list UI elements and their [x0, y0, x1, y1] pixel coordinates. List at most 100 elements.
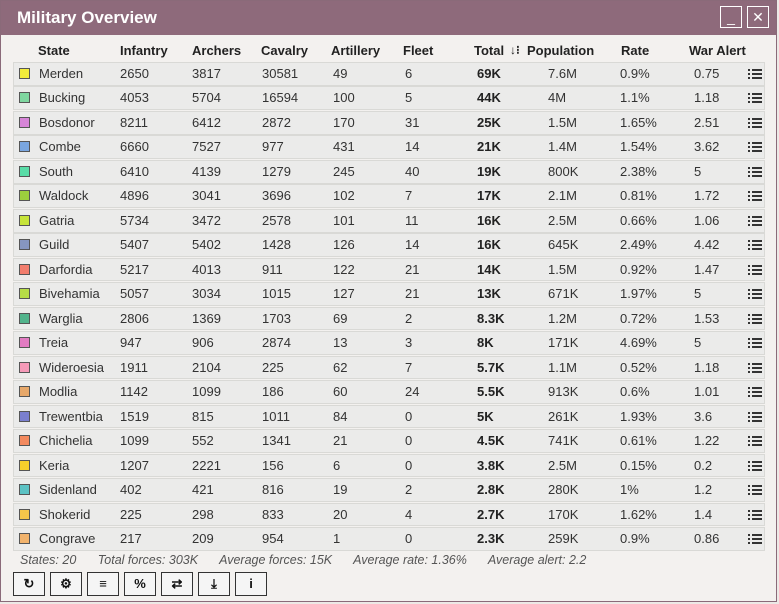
header-state[interactable]: State	[38, 43, 70, 58]
state-name[interactable]: Trewentbia	[39, 408, 103, 424]
gear-icon[interactable]: ⚙	[50, 572, 82, 596]
header-war-alert[interactable]: War Alert	[689, 43, 746, 58]
state-color-swatch[interactable]	[19, 239, 30, 251]
header-cavalry[interactable]: Cavalry	[261, 43, 308, 58]
table-row[interactable]: Treia 947 906 2874 13 3 8K 171K 4.69% 5	[13, 331, 765, 355]
close-button[interactable]: ✕	[747, 6, 769, 28]
table-row[interactable]: Wideroesia 1911 2104 225 62 7 5.7K 1.1M 0.52% 1.1…	[13, 355, 765, 380]
header-population[interactable]: Population	[527, 43, 595, 58]
state-name[interactable]: Guild	[39, 237, 70, 253]
row-menu-icon[interactable]	[748, 92, 762, 105]
row-menu-icon[interactable]	[748, 435, 762, 448]
row-menu-icon[interactable]	[748, 533, 762, 546]
refresh-icon[interactable]: ↻	[13, 572, 45, 596]
header-fleet[interactable]: Fleet	[403, 43, 434, 58]
state-color-swatch[interactable]	[19, 386, 30, 398]
state-name[interactable]: Waldock	[39, 188, 89, 204]
row-menu-icon[interactable]	[748, 288, 762, 301]
table-row[interactable]: Bucking 4053 5704 16594 100 5 44K 4M 1.1% 1.18	[13, 86, 765, 111]
header-artillery[interactable]: Artillery	[331, 43, 381, 58]
state-color-swatch[interactable]	[19, 312, 30, 324]
state-color-swatch[interactable]	[19, 459, 30, 471]
table-row[interactable]: Guild 5407 5402 1428 126 14 16K 645K 2.49% 4.42	[13, 233, 765, 257]
state-name[interactable]: Sidenland	[39, 482, 97, 498]
state-color-swatch[interactable]	[19, 337, 30, 349]
state-color-swatch[interactable]	[19, 361, 30, 373]
header-rate[interactable]: Rate	[621, 43, 650, 58]
state-color-swatch[interactable]	[19, 190, 30, 202]
row-menu-icon[interactable]	[748, 460, 762, 473]
table-row[interactable]: Darfordia 5217 4013 911 122 21 14K 1.5M 0.92% 1.4…	[13, 257, 765, 282]
row-menu-icon[interactable]	[748, 509, 762, 522]
table-row[interactable]: Combe 6660 7527 977 431 14 21K 1.4M 1.54% 3.62	[13, 135, 765, 160]
state-name[interactable]: Treia	[39, 335, 69, 351]
sort-icon[interactable]: ↓⁝	[510, 43, 520, 57]
table-row[interactable]: Chichelia 1099 552 1341 21 0 4.5K 741K 0.61% 1.22	[13, 429, 765, 453]
row-menu-icon[interactable]	[748, 68, 762, 81]
table-row[interactable]: Gatria 5734 3472 2578 101 11 16K 2.5M 0.66% 1.06	[13, 208, 765, 233]
table-row[interactable]: Keria 1207 2221 156 6 0 3.8K 2.5M 0.15% 0.2	[13, 453, 765, 478]
state-color-swatch[interactable]	[19, 68, 30, 79]
state-color-swatch[interactable]	[19, 288, 30, 300]
download-icon[interactable]: ⤓	[198, 572, 230, 596]
header-infantry[interactable]: Infantry	[120, 43, 168, 58]
state-color-swatch[interactable]	[19, 410, 30, 422]
list-icon[interactable]: ≡	[87, 572, 119, 596]
row-menu-icon[interactable]	[748, 141, 762, 154]
table-row[interactable]: Congrave 217 209 954 1 0 2.3K 259K 0.9% 0.86	[13, 527, 765, 551]
row-menu-icon[interactable]	[748, 239, 762, 252]
table-row[interactable]: Bivehamia 5057 3034 1015 127 21 13K 671K 1.97% 5	[13, 282, 765, 306]
row-menu-icon[interactable]	[748, 337, 762, 350]
state-color-swatch[interactable]	[19, 214, 30, 226]
table-row[interactable]: Modlia 1142 1099 186 60 24 5.5K 913K 0.6% 1.01	[13, 380, 765, 404]
state-name[interactable]: Chichelia	[39, 433, 93, 449]
row-menu-icon[interactable]	[748, 386, 762, 399]
row-menu-icon[interactable]	[748, 215, 762, 228]
state-name[interactable]: Keria	[39, 457, 70, 473]
swap-icon[interactable]: ⇄	[161, 572, 193, 596]
state-name[interactable]: Darfordia	[39, 261, 93, 277]
state-color-swatch[interactable]	[19, 141, 30, 153]
table-row[interactable]: Warglia 2806 1369 1703 69 2 8.3K 1.2M 0.72% 1.53	[13, 306, 765, 331]
table-row[interactable]: Merden 2650 3817 30581 49 6 69K 7.6M 0.9% 0.75	[13, 62, 765, 86]
state-name[interactable]: Modlia	[39, 384, 78, 400]
state-color-swatch[interactable]	[19, 165, 30, 177]
table-row[interactable]: Bosdonor 8211 6412 2872 170 31 25K 1.5M 1.65% 2.5…	[13, 110, 765, 135]
row-menu-icon[interactable]	[748, 484, 762, 497]
state-name[interactable]: Congrave	[39, 531, 96, 547]
state-color-swatch[interactable]	[19, 263, 30, 275]
state-name[interactable]: Warglia	[39, 310, 83, 326]
state-name[interactable]: Combe	[39, 139, 81, 155]
title-bar[interactable]: Military Overview _ ✕	[1, 1, 776, 35]
state-color-swatch[interactable]	[19, 484, 30, 496]
state-name[interactable]: South	[39, 163, 73, 179]
info-icon[interactable]: i	[235, 572, 267, 596]
row-menu-icon[interactable]	[748, 362, 762, 375]
state-name[interactable]: Bosdonor	[39, 114, 95, 130]
table-row[interactable]: South 6410 4139 1279 245 40 19K 800K 2.38% 5	[13, 159, 765, 184]
row-menu-icon[interactable]	[748, 190, 762, 203]
row-menu-icon[interactable]	[748, 117, 762, 130]
state-color-swatch[interactable]	[19, 92, 30, 104]
state-color-swatch[interactable]	[19, 116, 30, 128]
state-color-swatch[interactable]	[19, 533, 30, 545]
state-name[interactable]: Wideroesia	[39, 359, 105, 375]
row-menu-icon[interactable]	[748, 264, 762, 277]
table-row[interactable]: Waldock 4896 3041 3696 102 7 17K 2.1M 0.81% 1.72	[13, 184, 765, 209]
state-name[interactable]: Bivehamia	[39, 286, 100, 302]
header-archers[interactable]: Archers	[192, 43, 242, 58]
row-menu-icon[interactable]	[748, 313, 762, 326]
state-name[interactable]: Bucking	[39, 90, 86, 106]
state-color-swatch[interactable]	[19, 435, 30, 447]
minimize-button[interactable]: _	[720, 6, 742, 28]
row-menu-icon[interactable]	[748, 411, 762, 424]
state-name[interactable]: Shokerid	[39, 506, 91, 522]
table-row[interactable]: Shokerid 225 298 833 20 4 2.7K 170K 1.62% 1.4	[13, 502, 765, 527]
percent-icon[interactable]: %	[124, 572, 156, 596]
row-menu-icon[interactable]	[748, 166, 762, 179]
header-total[interactable]: Total	[474, 43, 505, 58]
state-color-swatch[interactable]	[19, 508, 30, 520]
table-row[interactable]: Trewentbia 1519 815 1011 84 0 5K 261K 1.93% 3.6	[13, 404, 765, 429]
state-name[interactable]: Gatria	[39, 212, 75, 228]
table-row[interactable]: Sidenland 402 421 816 19 2 2.8K 280K 1% 1.2	[13, 478, 765, 502]
